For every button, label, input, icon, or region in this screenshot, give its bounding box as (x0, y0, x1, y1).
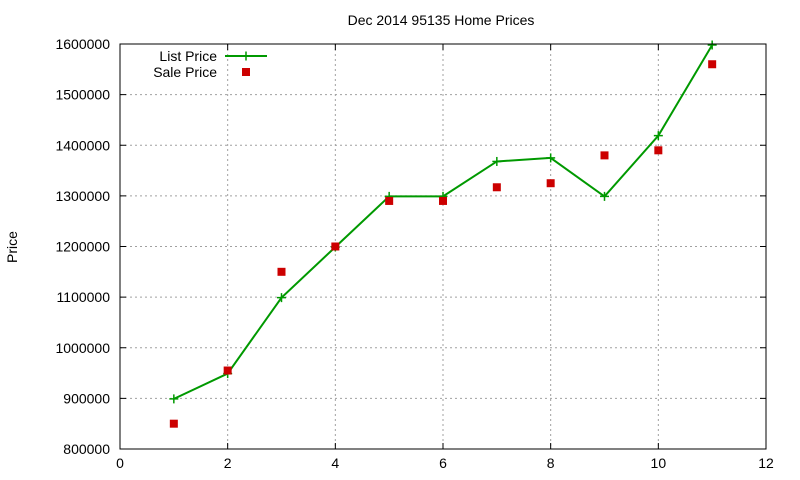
chart-title: Dec 2014 95135 Home Prices (348, 12, 535, 28)
sale-price-point (708, 60, 717, 69)
x-tick-label: 0 (116, 455, 124, 471)
list-price-point (546, 153, 556, 163)
x-tick-label: 6 (439, 455, 447, 471)
x-tick-label: 10 (651, 455, 667, 471)
sale-price-point (385, 196, 394, 205)
list-price-point (169, 394, 179, 404)
sale-price-point (169, 419, 178, 428)
legend-swatch-marker (241, 51, 251, 61)
sale-price-point (546, 179, 555, 188)
list-price-point (600, 191, 609, 201)
sale-price-point (654, 146, 663, 155)
sale-price-point (600, 151, 609, 160)
y-tick-label: 1300000 (55, 188, 110, 204)
y-tick-label: 800000 (63, 441, 110, 457)
series-list-price (169, 40, 717, 404)
x-tick-label: 12 (758, 455, 774, 471)
y-tick-label: 1500000 (55, 87, 110, 103)
legend-label: List Price (159, 48, 217, 64)
x-tick-label: 8 (547, 455, 555, 471)
y-tick-label: 1600000 (55, 36, 110, 52)
series-sale-price (169, 60, 717, 428)
y-tick-label: 900000 (63, 390, 110, 406)
y-axis-label: Price (4, 231, 20, 263)
plot-frame (119, 43, 767, 450)
tick-labels: 0 2 4 6 8 10 12 800000 900000 1000000 1100000 12000… (55, 36, 774, 471)
y-tick-label: 1000000 (55, 340, 110, 356)
list-price-point (707, 40, 717, 50)
sale-price-point (439, 196, 447, 205)
series-layer (169, 40, 717, 428)
sale-price-point (223, 366, 232, 375)
sale-price-point (331, 242, 340, 251)
sale-price-point (492, 183, 501, 192)
y-tick-label: 1400000 (55, 137, 110, 153)
y-tick-label: 1200000 (55, 239, 110, 255)
legend-label: Sale Price (153, 64, 217, 80)
list-price-point (492, 156, 502, 166)
x-tick-label: 2 (224, 455, 232, 471)
x-tick-label: 4 (331, 455, 339, 471)
sale-price-point (277, 267, 286, 276)
list-price-point (653, 131, 663, 141)
legend-swatch-marker (242, 68, 250, 76)
list-price-point (277, 293, 286, 303)
y-tick-label: 1100000 (57, 289, 111, 305)
